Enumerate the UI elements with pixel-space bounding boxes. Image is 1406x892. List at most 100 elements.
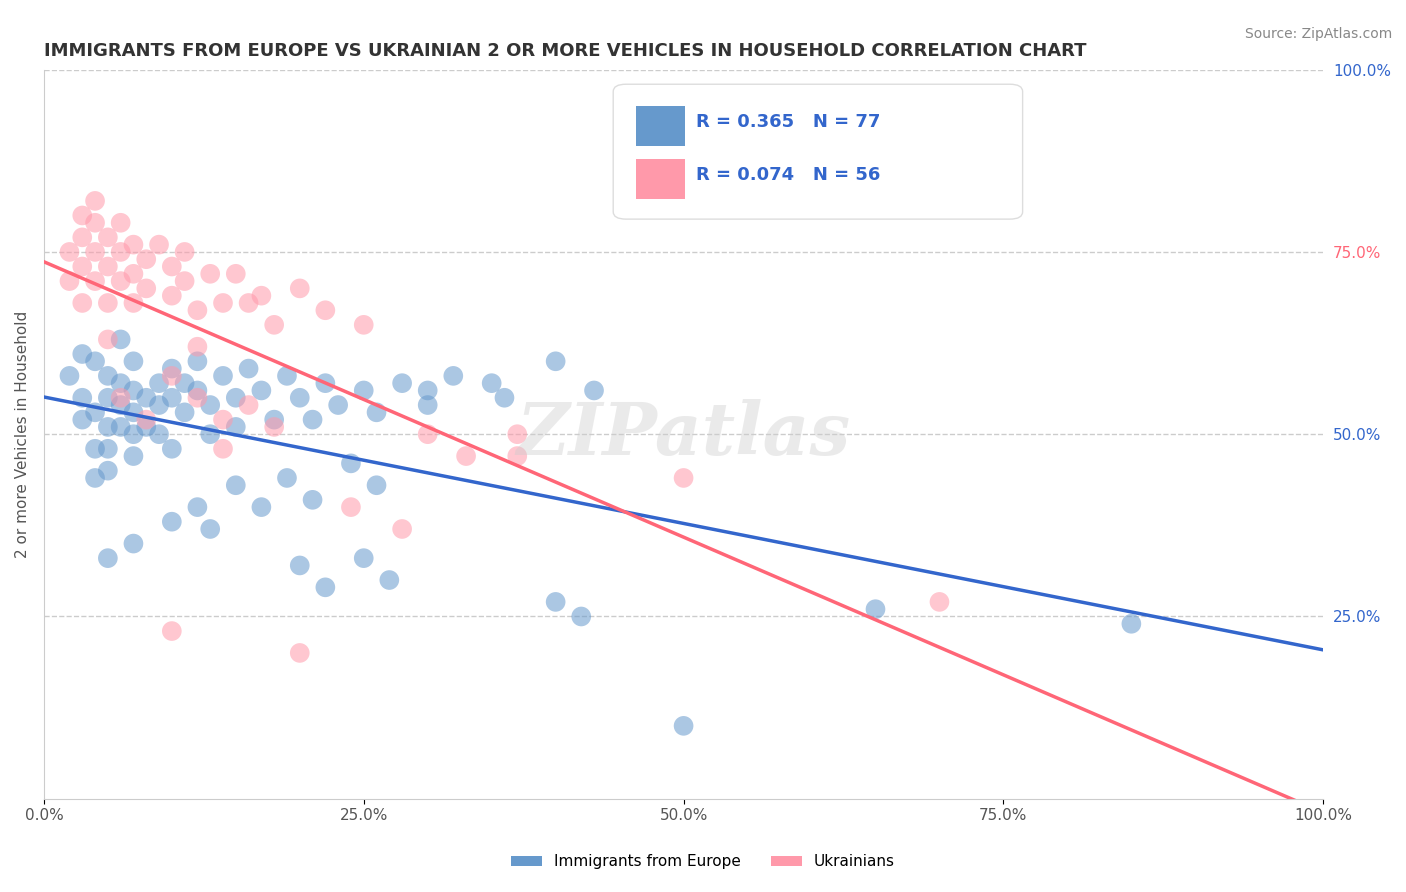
- Point: [110, 420, 132, 434]
- Point: [544, 354, 567, 368]
- Point: [865, 602, 887, 616]
- Point: [122, 536, 145, 550]
- Point: [148, 398, 170, 412]
- Text: Source: ZipAtlas.com: Source: ZipAtlas.com: [1244, 27, 1392, 41]
- Point: [200, 427, 222, 442]
- Point: [173, 405, 195, 419]
- Point: [416, 384, 439, 398]
- Point: [97, 391, 120, 405]
- Point: [160, 624, 183, 638]
- Point: [72, 412, 94, 426]
- Point: [353, 318, 375, 332]
- Point: [122, 449, 145, 463]
- Point: [148, 427, 170, 442]
- Point: [314, 303, 336, 318]
- Point: [494, 391, 516, 405]
- Point: [186, 340, 208, 354]
- Point: [186, 500, 208, 515]
- Point: [276, 471, 298, 485]
- Point: [340, 500, 363, 515]
- Point: [84, 274, 107, 288]
- Point: [225, 478, 247, 492]
- Point: [84, 442, 107, 456]
- Point: [110, 333, 132, 347]
- Point: [366, 478, 388, 492]
- Point: [160, 442, 183, 456]
- FancyBboxPatch shape: [637, 106, 685, 146]
- Point: [72, 391, 94, 405]
- Point: [238, 296, 260, 310]
- Point: [288, 558, 311, 573]
- Point: [288, 391, 311, 405]
- Point: [173, 274, 195, 288]
- Point: [391, 376, 413, 391]
- Point: [250, 500, 273, 515]
- Point: [212, 368, 235, 383]
- Point: [301, 412, 323, 426]
- Point: [263, 412, 285, 426]
- Point: [122, 405, 145, 419]
- Point: [328, 398, 350, 412]
- Legend: Immigrants from Europe, Ukrainians: Immigrants from Europe, Ukrainians: [505, 848, 901, 875]
- Point: [928, 595, 950, 609]
- Point: [110, 391, 132, 405]
- Point: [84, 471, 107, 485]
- Y-axis label: 2 or more Vehicles in Household: 2 or more Vehicles in Household: [15, 310, 30, 558]
- Point: [672, 719, 695, 733]
- Point: [186, 303, 208, 318]
- Point: [135, 391, 157, 405]
- Point: [97, 296, 120, 310]
- Point: [72, 209, 94, 223]
- Point: [186, 354, 208, 368]
- Point: [391, 522, 413, 536]
- Point: [135, 412, 157, 426]
- Point: [122, 427, 145, 442]
- Point: [225, 420, 247, 434]
- Point: [225, 391, 247, 405]
- Point: [160, 391, 183, 405]
- Point: [122, 354, 145, 368]
- Point: [1121, 616, 1143, 631]
- Point: [135, 252, 157, 267]
- Point: [84, 194, 107, 208]
- Point: [314, 376, 336, 391]
- Point: [506, 449, 529, 463]
- Point: [110, 216, 132, 230]
- Text: R = 0.074   N = 56: R = 0.074 N = 56: [696, 167, 880, 185]
- Point: [250, 288, 273, 302]
- Point: [97, 368, 120, 383]
- Point: [441, 368, 464, 383]
- Point: [212, 412, 235, 426]
- Point: [97, 551, 120, 566]
- Point: [135, 281, 157, 295]
- Point: [84, 216, 107, 230]
- Point: [454, 449, 477, 463]
- Point: [97, 464, 120, 478]
- Point: [84, 244, 107, 259]
- Point: [263, 318, 285, 332]
- Point: [72, 260, 94, 274]
- Point: [416, 398, 439, 412]
- Point: [122, 384, 145, 398]
- FancyBboxPatch shape: [637, 160, 685, 200]
- Text: IMMIGRANTS FROM EUROPE VS UKRAINIAN 2 OR MORE VEHICLES IN HOUSEHOLD CORRELATION : IMMIGRANTS FROM EUROPE VS UKRAINIAN 2 OR…: [44, 42, 1087, 60]
- Point: [378, 573, 401, 587]
- Point: [97, 442, 120, 456]
- Point: [72, 347, 94, 361]
- Point: [238, 398, 260, 412]
- Point: [200, 267, 222, 281]
- Point: [340, 456, 363, 470]
- Point: [84, 405, 107, 419]
- Point: [506, 427, 529, 442]
- Text: ZIPatlas: ZIPatlas: [516, 399, 851, 470]
- Point: [97, 420, 120, 434]
- Point: [353, 384, 375, 398]
- Point: [569, 609, 592, 624]
- Point: [200, 398, 222, 412]
- Point: [160, 368, 183, 383]
- Point: [122, 296, 145, 310]
- Text: R = 0.365   N = 77: R = 0.365 N = 77: [696, 113, 880, 131]
- Point: [288, 646, 311, 660]
- Point: [173, 244, 195, 259]
- Point: [288, 281, 311, 295]
